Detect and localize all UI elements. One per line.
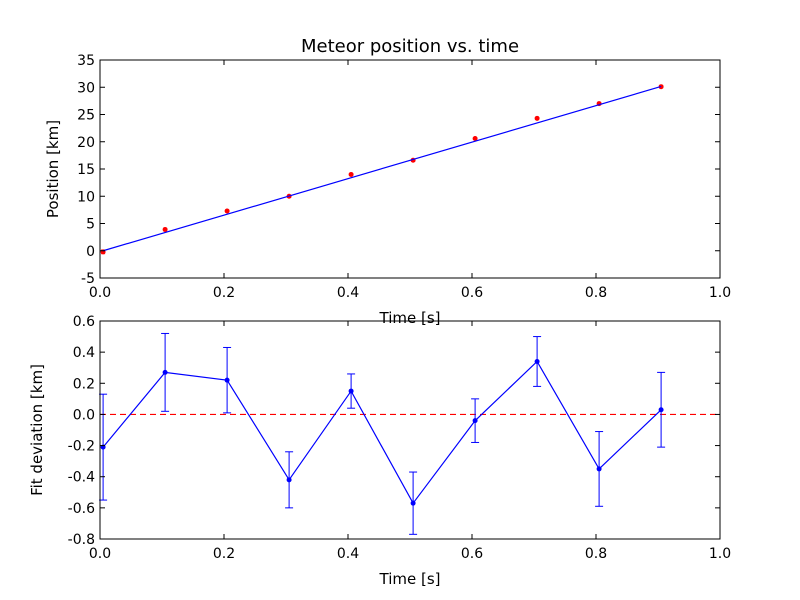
deviation-chart: 0.0 0.2 0.4 0.6 0.8 1.0 -0.8-0.6-0.4-0.20.00.…: [28, 314, 731, 588]
position-data-point: [224, 208, 230, 214]
position-data-point: [348, 171, 354, 177]
position-xtick-label: 0.0: [89, 285, 111, 301]
deviation-xtick-label: 0.2: [213, 546, 235, 562]
position-data-point: [534, 115, 540, 121]
deviation-xtick-label: 1.0: [709, 546, 731, 562]
deviation-data-point: [596, 466, 602, 472]
position-ytick-label: 15: [77, 162, 95, 178]
position-ytick-label: 10: [77, 189, 95, 205]
deviation-ytick-label: 0.4: [73, 345, 95, 361]
position-plot-content: [100, 84, 664, 255]
deviation-ytick-label: -0.8: [68, 532, 95, 548]
deviation-data-point: [348, 388, 354, 394]
deviation-xtick-label: 0.4: [337, 546, 359, 562]
deviation-data-point: [472, 418, 478, 424]
deviation-data-point: [224, 377, 230, 383]
deviation-data-point: [410, 500, 416, 506]
position-data-point: [162, 226, 168, 232]
position-ytick-label: 25: [77, 108, 95, 124]
position-x-ticks: 0.0 0.2 0.4 0.6 0.8 1.0: [89, 60, 731, 301]
deviation-xlabel: Time [s]: [379, 570, 441, 588]
position-chart: Meteor position vs. time 0.0 0.2 0.4 0.6 0.8…: [44, 36, 731, 327]
position-xlabel: Time [s]: [379, 309, 441, 327]
deviation-data-point: [658, 407, 664, 413]
deviation-ylabel: Fit deviation [km]: [28, 364, 46, 496]
deviation-y-ticks: -0.8 -0.6 -0.4 -0.2 0.0 0.2 0.4 0.6: [68, 314, 720, 548]
position-xtick-label: 0.8: [585, 285, 607, 301]
deviation-x-ticks: 0.0 0.2 0.4 0.6 0.8 1.0: [89, 321, 731, 562]
position-ytick-label: -5: [81, 271, 95, 287]
deviation-plot-frame: [99, 320, 721, 540]
deviation-plot-content: [99, 332, 720, 535]
position-plot-frame: [99, 59, 721, 279]
deviation-ytick-label: -0.2: [68, 439, 95, 455]
deviation-ytick-label: 0.6: [73, 314, 95, 330]
deviation-xtick-label: 0.0: [89, 546, 111, 562]
deviation-ytick-label: 0.0: [73, 407, 95, 423]
deviation-xtick-label: 0.6: [461, 546, 483, 562]
deviation-data-point: [286, 477, 292, 483]
position-ylabel: Position [km]: [44, 120, 62, 218]
deviation-series-line: [102, 360, 662, 505]
position-xtick-label: 0.6: [461, 285, 483, 301]
position-xtick-label: 0.4: [337, 285, 359, 301]
deviation-ytick-label: -0.6: [68, 501, 95, 517]
deviation-data-point: [162, 369, 168, 375]
deviation-ytick-label: -0.4: [68, 470, 95, 486]
deviation-xtick-label: 0.8: [585, 546, 607, 562]
chart-title: Meteor position vs. time: [301, 36, 519, 57]
position-xtick-label: 1.0: [709, 285, 731, 301]
position-ytick-label: 35: [77, 53, 95, 69]
linear-fit-line: [102, 85, 662, 252]
position-ytick-label: 30: [77, 80, 95, 96]
deviation-ytick-label: 0.2: [73, 376, 95, 392]
position-data-point: [472, 135, 478, 141]
position-xtick-label: 0.2: [213, 285, 235, 301]
position-ytick-label: 20: [77, 135, 95, 151]
position-ytick-label: 0: [86, 244, 95, 260]
position-y-ticks: -5 0 5 10 15 20 25 30 35: [77, 53, 720, 287]
position-ytick-label: 5: [86, 217, 95, 233]
deviation-data-point: [534, 358, 540, 364]
